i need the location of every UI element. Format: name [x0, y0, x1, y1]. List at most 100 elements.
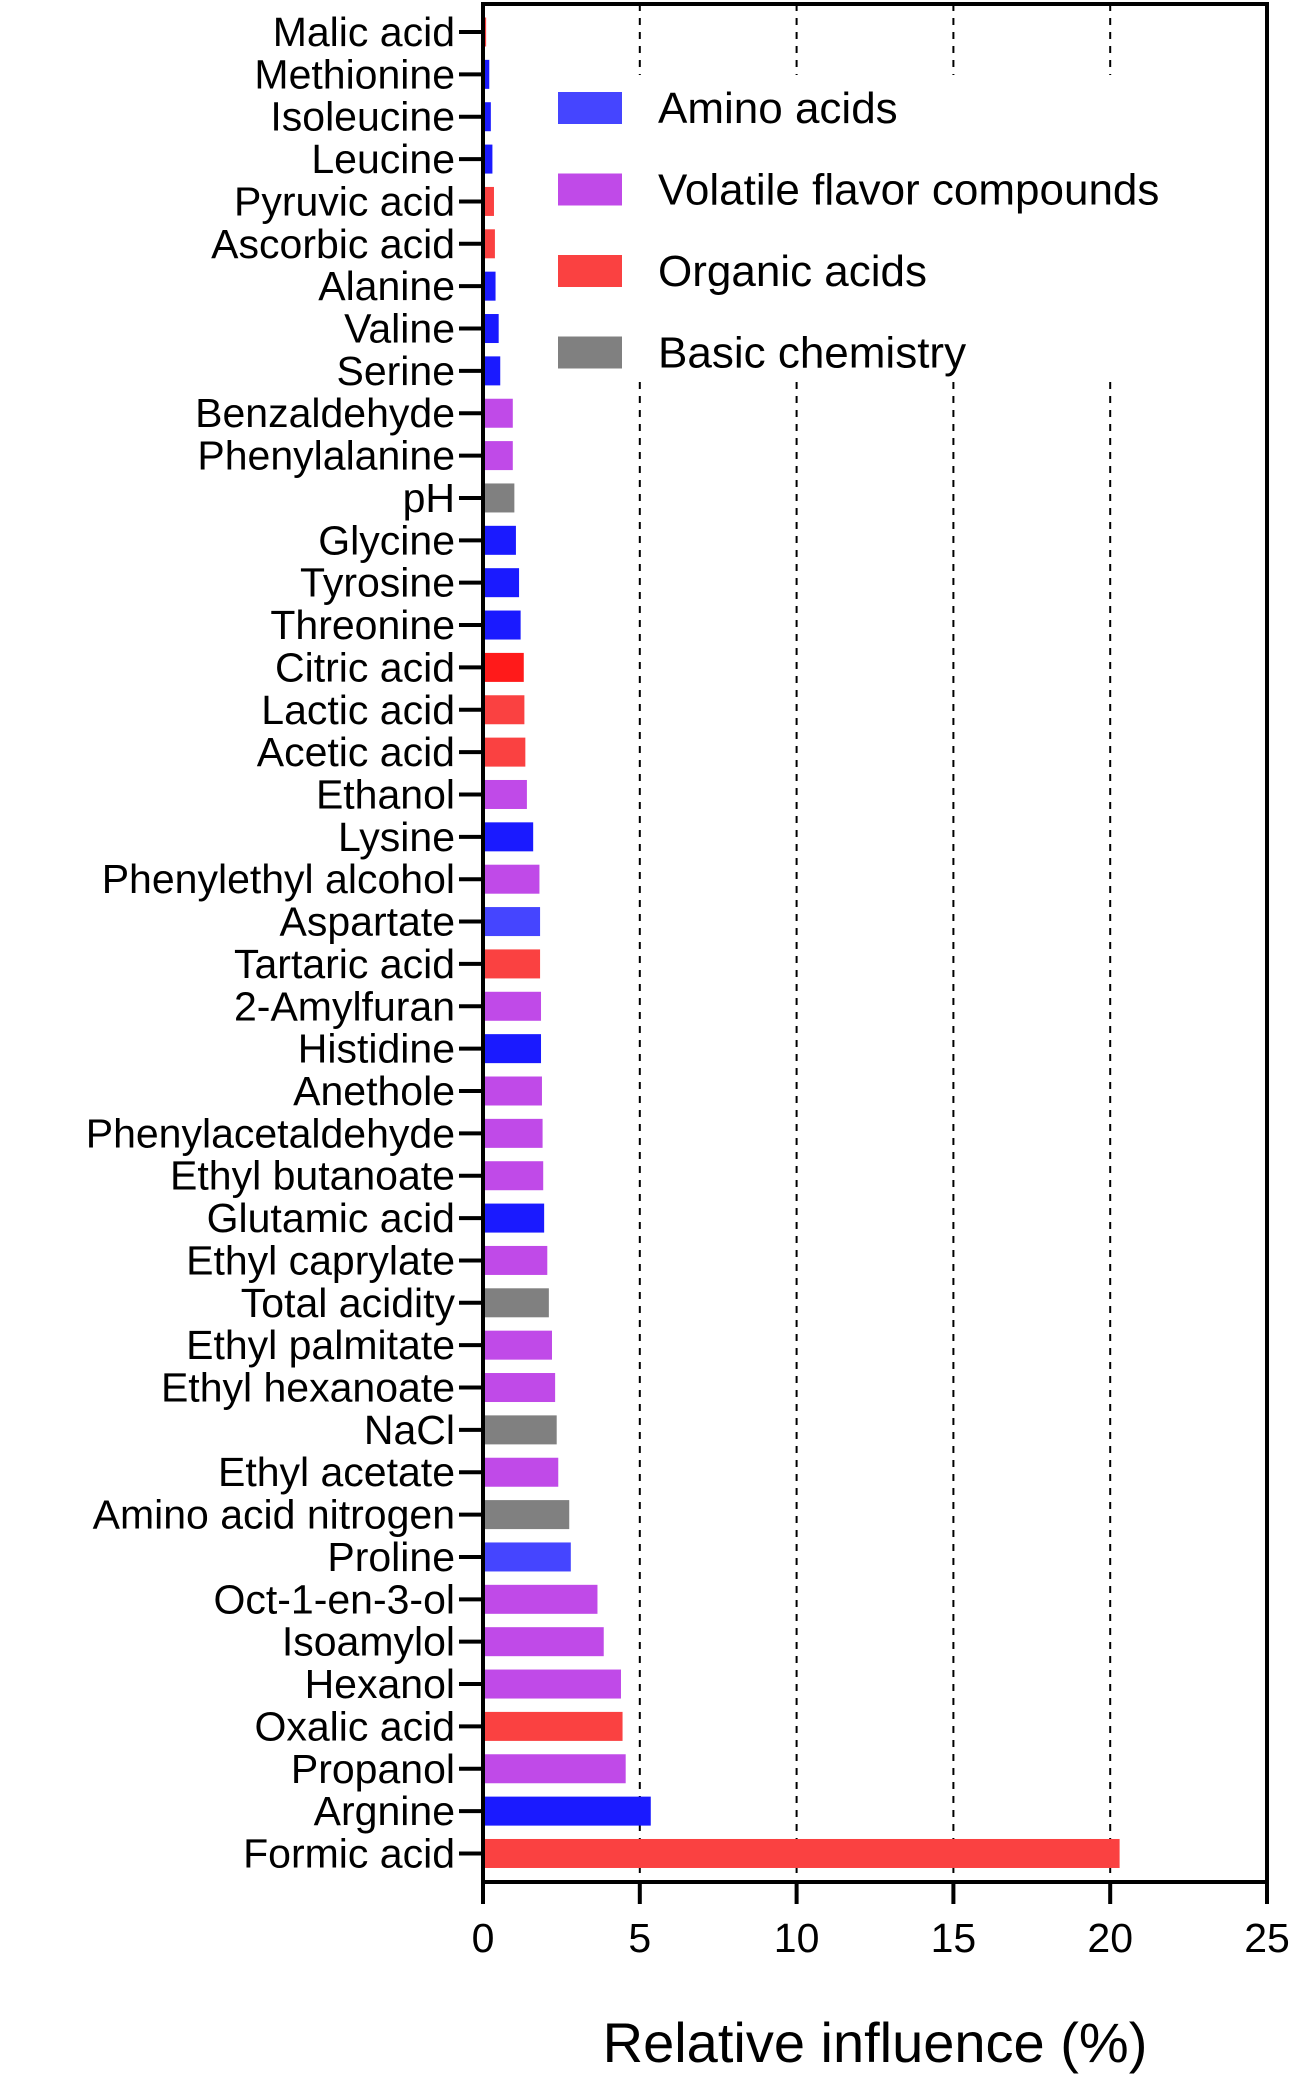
bar-phenylacetaldehyde	[485, 1118, 543, 1148]
bar-anethole	[485, 1076, 542, 1106]
category-label-lysine: Lysine	[338, 814, 455, 860]
bar-malic-acid	[485, 17, 487, 47]
category-label-ethanol: Ethanol	[316, 771, 455, 817]
legend-label-organic-acids: Organic acids	[658, 247, 927, 296]
category-label-methionine: Methionine	[254, 51, 455, 97]
x-axis-title: Relative influence (%)	[603, 2011, 1148, 2074]
category-label-lactic-acid: Lactic acid	[261, 687, 455, 733]
category-label-formic-acid: Formic acid	[243, 1830, 455, 1876]
plot-frame	[481, 2, 1269, 1884]
category-label-argnine: Argnine	[314, 1788, 455, 1834]
legend: Amino acids Volatile flavor compounds Orga…	[558, 84, 1159, 378]
bar-oxalic-acid	[485, 1711, 623, 1741]
category-label-nacl: NaCl	[364, 1407, 455, 1453]
bar-ethyl-butanoate	[485, 1161, 544, 1191]
x-tick-label-10: 10	[774, 1915, 820, 1961]
bar-2-amylfuran	[485, 991, 542, 1021]
category-label-leucine: Leucine	[311, 136, 455, 182]
bar-total-acidity	[485, 1288, 549, 1318]
category-label-glutamic-acid: Glutamic acid	[207, 1195, 455, 1241]
bar-amino-acid-nitrogen	[485, 1500, 570, 1530]
category-label-alanine: Alanine	[318, 263, 455, 309]
bar-propanol	[485, 1754, 626, 1784]
bar-serine	[485, 356, 501, 386]
category-label-citric-acid: Citric acid	[275, 644, 455, 690]
bar-lysine	[485, 822, 534, 852]
category-label-pyruvic-acid: Pyruvic acid	[234, 178, 455, 224]
legend-swatch-basic-chemistry	[558, 336, 622, 369]
bar-ascorbic-acid	[485, 229, 495, 259]
category-label-valine: Valine	[344, 306, 455, 352]
legend-label-basic-chemistry: Basic chemistry	[658, 329, 966, 378]
category-label-oct-1-en-3-ol: Oct-1-en-3-ol	[213, 1576, 455, 1622]
x-tick-label-0: 0	[472, 1915, 495, 1961]
bar-proline	[485, 1542, 571, 1572]
bar-lactic-acid	[485, 695, 525, 725]
bar-tyrosine	[485, 568, 520, 598]
category-label-histidine: Histidine	[298, 1026, 455, 1072]
category-label-isoamylol: Isoamylol	[282, 1619, 455, 1665]
bar-oct-1-en-3-ol	[485, 1584, 598, 1614]
x-tick-label-20: 20	[1087, 1915, 1133, 1961]
bar-formic-acid	[485, 1838, 1120, 1868]
bar-isoleucine	[485, 102, 491, 132]
bar-valine	[485, 314, 499, 344]
legend-label-volatile-flavor-compounds: Volatile flavor compounds	[658, 166, 1159, 215]
bar-acetic-acid	[485, 737, 526, 767]
legend-swatch-amino-acids	[558, 92, 622, 124]
category-label-acetic-acid: Acetic acid	[257, 729, 455, 775]
category-label-ethyl-palmitate: Ethyl palmitate	[186, 1322, 455, 1368]
bar-glutamic-acid	[485, 1203, 545, 1233]
bar-ethyl-palmitate	[485, 1330, 552, 1360]
bar-argnine	[485, 1796, 651, 1826]
bar-ethanol	[485, 779, 527, 809]
category-label-anethole: Anethole	[293, 1068, 455, 1114]
bar-alanine	[485, 271, 496, 301]
bars-layer	[485, 17, 1120, 1868]
bar-aspartate	[485, 907, 541, 937]
category-label-proline: Proline	[327, 1534, 455, 1580]
category-label-ph: pH	[403, 475, 455, 521]
category-label-2-amylfuran: 2-Amylfuran	[234, 983, 455, 1029]
category-label-amino-acid-nitrogen: Amino acid nitrogen	[93, 1492, 455, 1538]
bar-hexanol	[485, 1669, 621, 1699]
bar-ethyl-acetate	[485, 1457, 559, 1487]
legend-background	[540, 75, 1260, 380]
category-label-tartaric-acid: Tartaric acid	[234, 941, 455, 987]
category-label-serine: Serine	[336, 348, 455, 394]
x-tick-label-15: 15	[931, 1915, 977, 1961]
category-label-total-acidity: Total acidity	[241, 1280, 456, 1326]
category-label-isoleucine: Isoleucine	[270, 94, 455, 140]
bar-ph	[485, 483, 515, 513]
bar-threonine	[485, 610, 521, 640]
legend-label-amino-acids: Amino acids	[658, 84, 898, 133]
bar-phenylethyl-alcohol	[485, 864, 540, 894]
bar-methionine	[485, 59, 490, 89]
bar-glycine	[485, 525, 516, 555]
bar-citric-acid	[485, 652, 524, 682]
bar-histidine	[485, 1034, 542, 1064]
x-tick-label-25: 25	[1244, 1915, 1290, 1961]
bar-pyruvic-acid	[485, 186, 494, 216]
category-label-ethyl-acetate: Ethyl acetate	[218, 1449, 455, 1495]
category-label-ethyl-hexanoate: Ethyl hexanoate	[161, 1365, 455, 1411]
legend-swatch-organic-acids	[558, 255, 622, 287]
bar-ethyl-hexanoate	[485, 1373, 556, 1403]
bar-ethyl-caprylate	[485, 1245, 548, 1275]
category-label-malic-acid: Malic acid	[273, 9, 455, 55]
bar-benzaldehyde	[485, 398, 513, 428]
category-label-glycine: Glycine	[318, 517, 455, 563]
category-label-propanol: Propanol	[291, 1746, 455, 1792]
bar-tartaric-acid	[485, 949, 541, 979]
category-label-tyrosine: Tyrosine	[300, 560, 455, 606]
x-axis-ticks: 0 5 10 15 20 25	[472, 1882, 1290, 1961]
bar-leucine	[485, 144, 493, 174]
bar-isoamylol	[485, 1627, 604, 1657]
category-label-phenylacetaldehyde: Phenylacetaldehyde	[86, 1110, 455, 1156]
category-label-ascorbic-acid: Ascorbic acid	[211, 221, 455, 267]
category-label-ethyl-butanoate: Ethyl butanoate	[170, 1153, 455, 1199]
bar-nacl	[485, 1415, 557, 1445]
category-label-threonine: Threonine	[270, 602, 455, 648]
category-label-hexanol: Hexanol	[305, 1661, 455, 1707]
